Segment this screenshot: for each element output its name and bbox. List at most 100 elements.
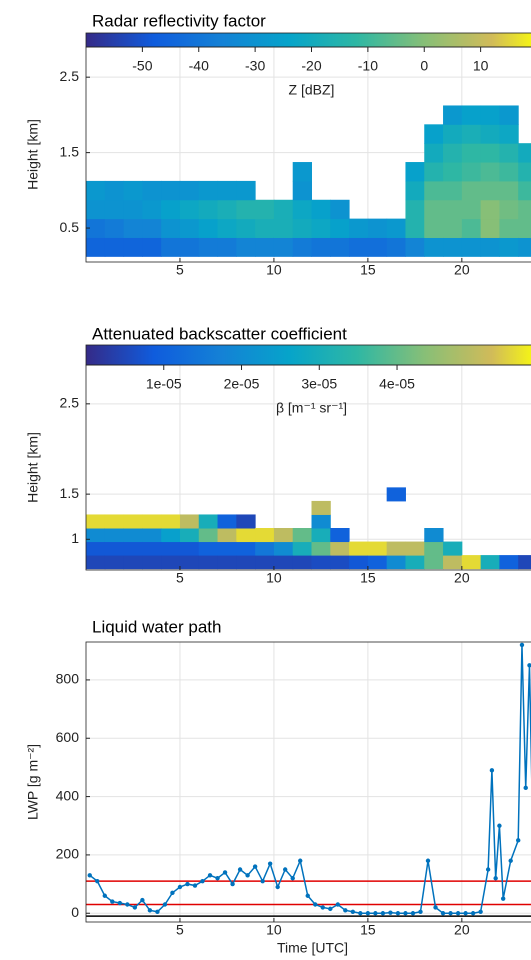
heatmap-cell	[480, 180, 500, 201]
heatmap-cell	[518, 143, 531, 163]
heatmap-cell	[461, 124, 482, 144]
heatmap-cell	[349, 218, 369, 238]
data-point	[440, 911, 446, 916]
data-point	[313, 902, 318, 907]
y-tick-label: 400	[56, 787, 80, 803]
heatmap-cell	[330, 555, 350, 570]
heatmap-cell	[499, 180, 519, 201]
heatmap-cell	[217, 218, 237, 238]
heatmap-cell	[142, 514, 162, 529]
data-line	[89, 644, 531, 914]
data-point	[117, 900, 123, 906]
heatmap-cell	[311, 514, 331, 529]
heatmap-cell	[123, 199, 143, 220]
heatmap-cell	[443, 180, 463, 201]
x-tick-label: 20	[454, 922, 470, 938]
data-point	[463, 911, 468, 916]
heatmap-cell	[161, 237, 181, 257]
y-tick-label: 1	[71, 530, 79, 546]
heatmap-cell	[123, 237, 143, 257]
heatmap-cell	[255, 218, 275, 238]
heatmap-cell	[443, 105, 463, 125]
heatmap-cell	[424, 199, 444, 220]
heatmap-cell	[198, 237, 219, 257]
colorbar-label: Z [dBZ]	[289, 82, 335, 98]
data-point	[95, 878, 100, 884]
heatmap-cell	[86, 237, 106, 257]
heatmap-cell	[236, 555, 256, 570]
data-point	[155, 909, 160, 914]
heatmap-cell	[236, 180, 256, 201]
heatmap-cell	[86, 514, 106, 529]
data-point	[519, 642, 525, 648]
heatmap-cell	[480, 105, 500, 125]
heatmap-cell	[443, 218, 463, 238]
plot-area	[86, 642, 531, 922]
heatmap-cell	[518, 199, 531, 220]
heatmap-cell	[330, 528, 350, 543]
heatmap-cell	[292, 180, 312, 201]
heatmap-cell	[424, 237, 444, 257]
heatmap-cell	[405, 180, 425, 201]
data-point	[290, 876, 295, 881]
data-point	[493, 876, 498, 881]
x-tick-label: 15	[360, 262, 376, 278]
heatmap-cell	[86, 555, 106, 570]
x-tick-label: 10	[266, 262, 282, 278]
data-point	[102, 893, 107, 898]
x-tick-label: 20	[454, 262, 470, 278]
heatmap-cell	[273, 218, 294, 238]
data-point	[470, 911, 476, 916]
heatmap-cell	[499, 218, 519, 238]
data-point	[500, 896, 506, 901]
heatmap-cell	[273, 237, 294, 257]
heatmap-cell	[349, 541, 369, 556]
heatmap-cell	[349, 237, 369, 257]
heatmap-cell	[330, 237, 350, 257]
data-point	[485, 867, 491, 872]
x-tick-label: 15	[360, 922, 376, 938]
data-point	[275, 884, 280, 890]
data-point	[132, 905, 138, 910]
heatmap-cell	[255, 555, 275, 570]
heatmap-cell	[311, 218, 331, 238]
data-point	[110, 899, 115, 904]
heatmap-cell	[480, 199, 500, 220]
heatmap-cell	[142, 180, 162, 201]
heatmap-cell	[424, 124, 444, 144]
heatmap-cell	[142, 541, 162, 556]
y-axis-label: Height [km]	[25, 119, 41, 190]
heatmap-cell	[236, 514, 256, 529]
heatmap-cell	[405, 199, 425, 220]
chart-title: Liquid water path	[92, 617, 221, 636]
colorbar-tick-label: -10	[358, 58, 378, 74]
heatmap-cell	[499, 199, 519, 220]
y-tick-label: 1.5	[60, 143, 80, 159]
heatmap-cell	[179, 555, 200, 570]
heatmap-cell	[311, 541, 331, 556]
data-point	[478, 909, 483, 914]
heatmap-cell	[123, 528, 143, 543]
heatmap-cell	[236, 218, 256, 238]
heatmap-cell	[255, 199, 275, 220]
heatmap-cell	[424, 555, 444, 570]
heatmap-cell	[161, 218, 181, 238]
heatmap-cell	[236, 541, 256, 556]
heatmap-cell	[255, 541, 275, 556]
data-point	[170, 890, 175, 896]
data-point	[305, 893, 310, 898]
heatmap-cell	[86, 180, 106, 201]
heatmap-cell	[123, 514, 143, 529]
heatmap-cell	[386, 555, 406, 570]
y-tick-label: 0.5	[60, 219, 80, 235]
heatmap-cell	[292, 199, 312, 220]
data-point	[448, 911, 453, 916]
chart-title: Attenuated backscatter coefficient	[92, 324, 347, 343]
heatmap-cell	[424, 528, 444, 543]
heatmap-cell	[198, 514, 219, 529]
x-tick-label: 20	[454, 570, 470, 586]
heatmap-cell	[104, 199, 125, 220]
colorbar-tick-label: -50	[132, 58, 152, 74]
heatmap-cell	[104, 528, 125, 543]
heatmap-cell	[443, 555, 463, 570]
